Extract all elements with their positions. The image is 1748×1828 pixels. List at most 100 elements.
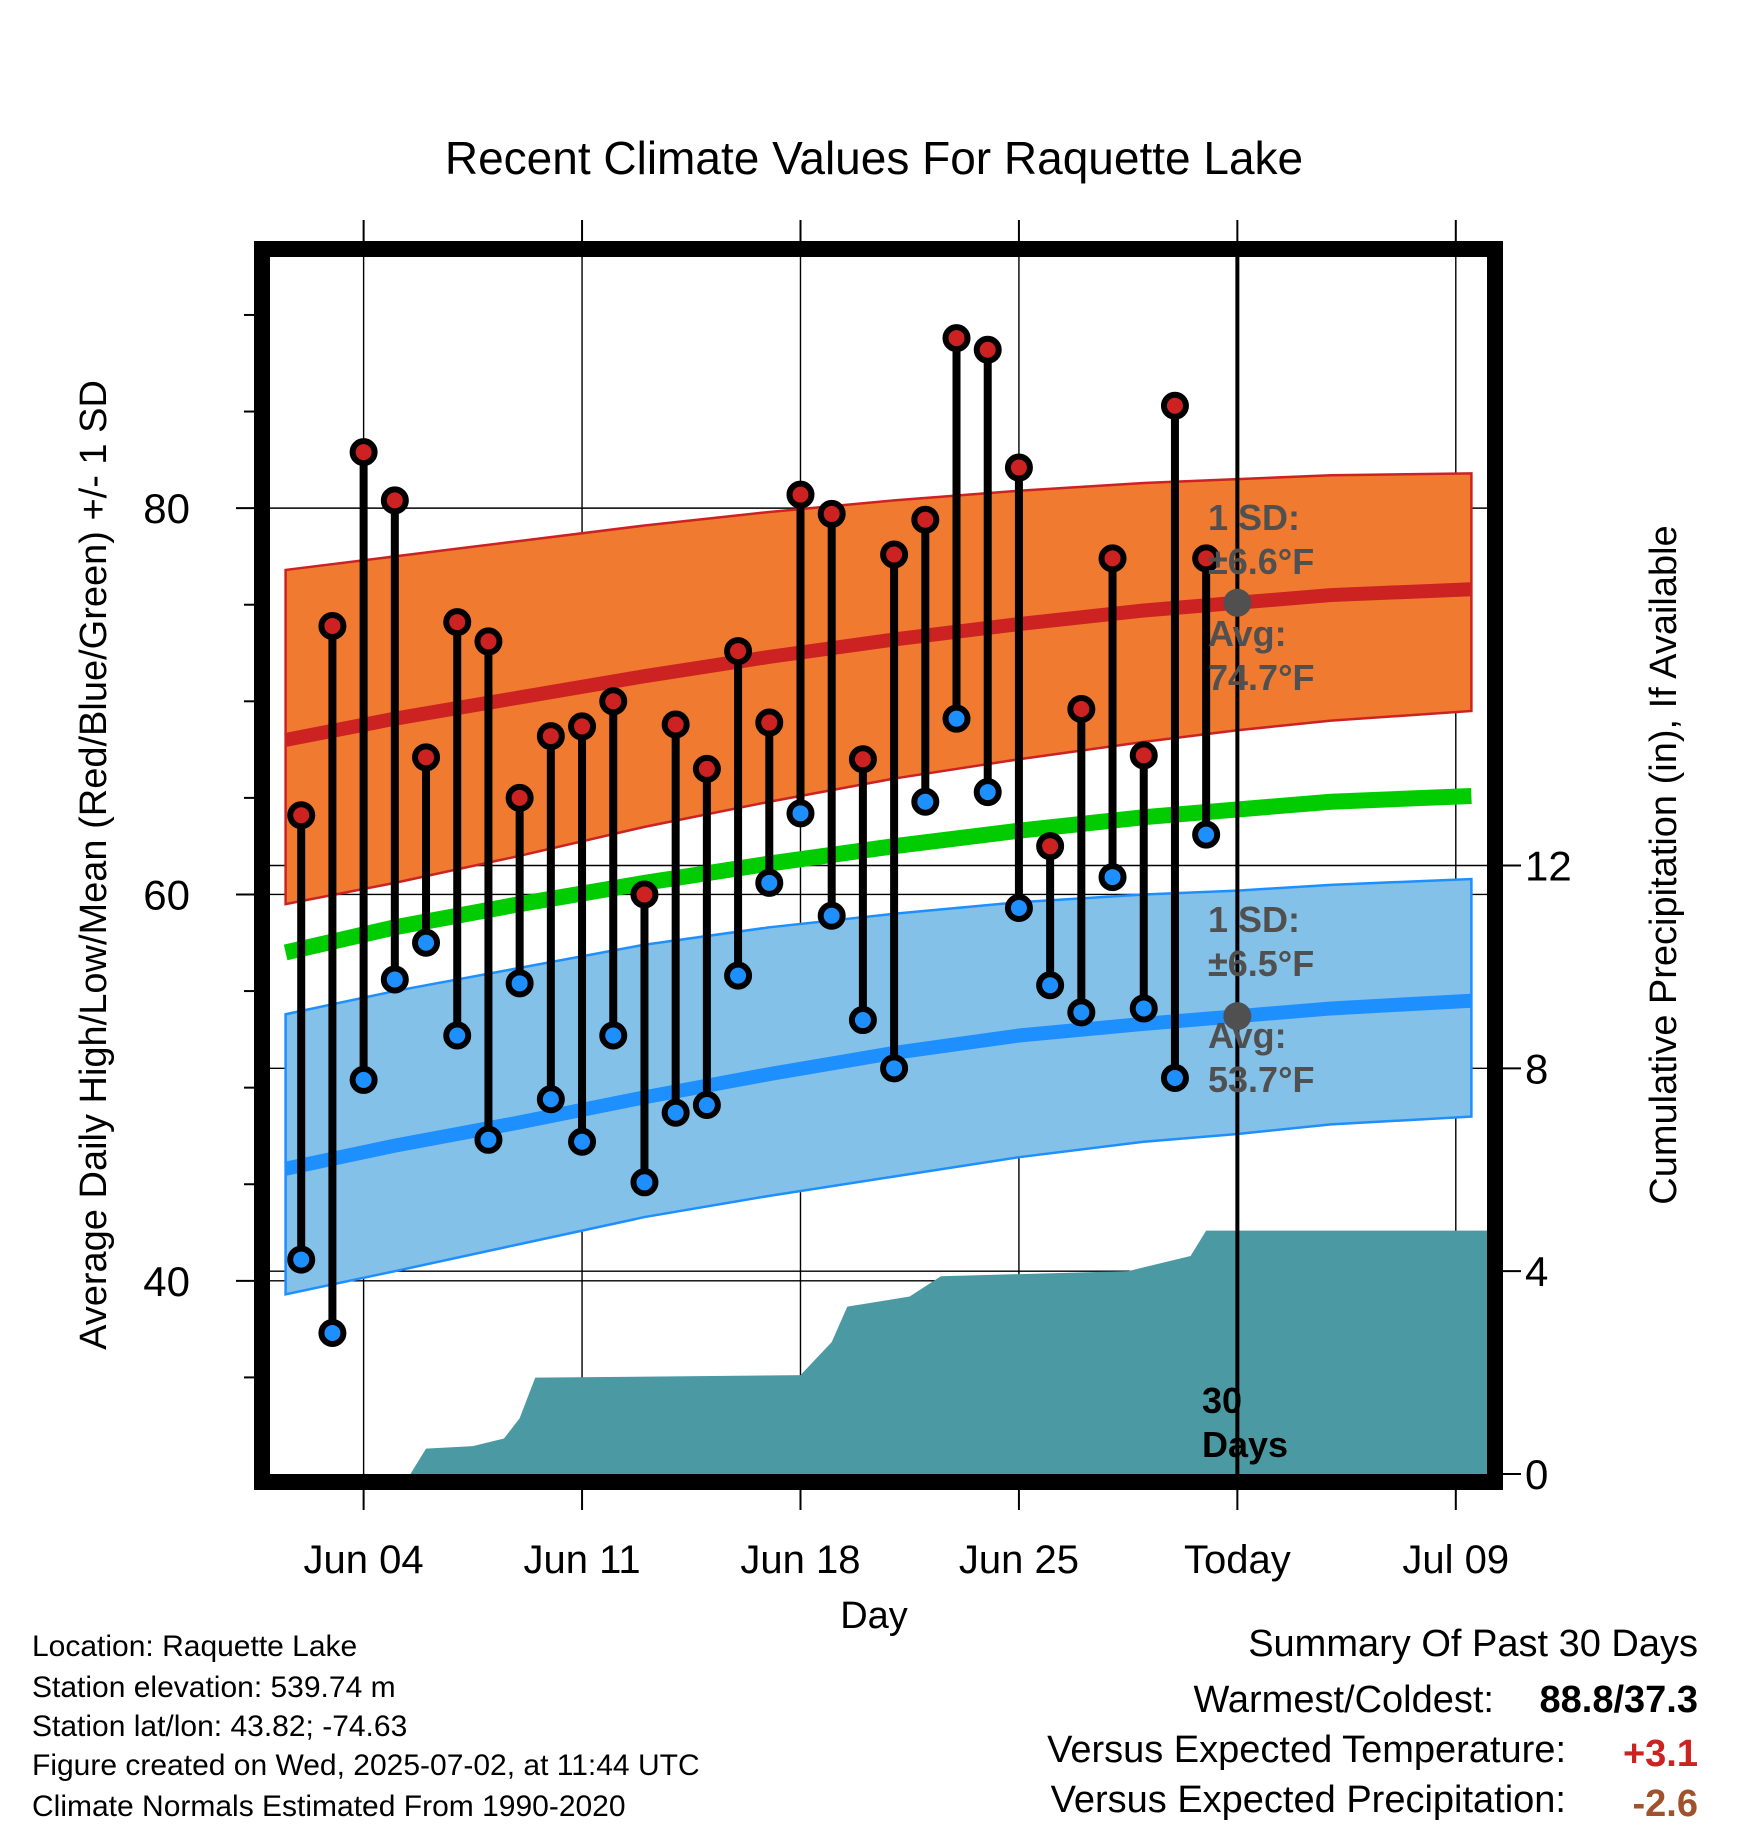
observed-low-point (630, 1168, 659, 1197)
observed-high-point (880, 540, 909, 569)
x-axis-label: Day (840, 1595, 908, 1637)
observed-high-point (599, 687, 628, 716)
y2-tick-label: 12 (1525, 843, 1572, 890)
x-tick-label: Jul 09 (1402, 1538, 1509, 1582)
observed-high-point (412, 743, 441, 772)
observed-high-point (911, 505, 940, 534)
observed-high-point (505, 783, 534, 812)
y2-tick-label: 4 (1525, 1248, 1548, 1295)
y-tick-label: 40 (143, 1258, 190, 1305)
x-tick-label: Jun 25 (959, 1538, 1079, 1582)
precipitation-area (285, 1230, 1488, 1474)
warm-cold-value: 88.8/37.3 (1540, 1679, 1698, 1721)
observed-high-point (474, 627, 503, 656)
low-avg-value: 53.7°F (1208, 1059, 1314, 1100)
observed-low-point (443, 1021, 472, 1050)
observed-high-point (1067, 695, 1096, 724)
plot-frame (254, 241, 1503, 1490)
today-markers (1223, 588, 1252, 1031)
observed-high-point (349, 438, 378, 467)
observed-high-point (287, 801, 316, 830)
observed-low-point (1036, 971, 1065, 1000)
y2-tick-label: 0 (1525, 1451, 1548, 1498)
observed-low-point (505, 969, 534, 998)
high-sd-label: 1 SD: (1208, 497, 1300, 538)
observed-low-point (692, 1091, 721, 1120)
observed-high-point (568, 712, 597, 741)
station-info: Location: Raquette Lake Station elevatio… (32, 1630, 700, 1823)
observed-high-point (942, 324, 971, 353)
observed-temperatures (287, 324, 1221, 1347)
observed-high-point (1192, 544, 1221, 573)
info-created: Figure created on Wed, 2025-07-02, at 11… (32, 1749, 700, 1782)
observed-low-point (349, 1065, 378, 1094)
y-axis-label: Average Daily High/Low/Mean (Red/Blue/Gr… (73, 380, 115, 1350)
y2-axis-label: Cumulative Precipitation (in), If Availa… (1643, 525, 1685, 1204)
observed-high-point (630, 880, 659, 909)
observed-high-point (755, 708, 784, 737)
observed-low-point (1098, 863, 1127, 892)
observed-low-point (380, 965, 409, 994)
observed-high-point (848, 745, 877, 774)
observed-low-point (474, 1125, 503, 1154)
observed-high-point (380, 486, 409, 515)
precip-value: -2.6 (1633, 1783, 1698, 1825)
observed-low-point (1129, 994, 1158, 1023)
info-elevation: Station elevation: 539.74 m (32, 1671, 396, 1704)
observed-low-point (318, 1318, 347, 1347)
observed-high-point (692, 754, 721, 783)
observed-low-point (661, 1098, 690, 1127)
observed-high-point (1036, 832, 1065, 861)
observed-high-point (973, 335, 1002, 364)
observed-low-point (1004, 893, 1033, 922)
observed-high-point (661, 710, 690, 739)
high-annotation: 1 SD: ±6.6°F Avg: 74.7°F (1208, 497, 1314, 698)
observed-high-point (1160, 391, 1189, 420)
observed-low-point (786, 799, 815, 828)
info-latlon: Station lat/lon: 43.82; -74.63 (32, 1710, 407, 1743)
low-sd-label: 1 SD: (1208, 899, 1300, 940)
precip-days-annotation: 30 Days (1202, 1380, 1288, 1465)
precip-label: Versus Expected Precipitation: (1051, 1779, 1566, 1821)
observed-high-point (318, 611, 347, 640)
y-tick-label: 60 (143, 871, 190, 918)
axes: 40 60 80 0 4 8 12 Jun 04 Jun 11 Jun 18 Jun 25 Today… (143, 220, 1572, 1582)
chart-title: Recent Climate Values For Raquette Lake (445, 132, 1303, 184)
observed-high-point (786, 480, 815, 509)
observed-low-point (1192, 820, 1221, 849)
observed-low-point (911, 787, 940, 816)
observed-high-point (536, 722, 565, 751)
observed-low-point (755, 868, 784, 897)
observed-low-point (724, 961, 753, 990)
info-normals: Climate Normals Estimated From 1990-2020 (32, 1790, 626, 1823)
precip-days-line1: 30 (1202, 1380, 1242, 1421)
high-sd-value: ±6.6°F (1208, 541, 1314, 582)
observed-high-point (1098, 544, 1127, 573)
temp-value: +3.1 (1623, 1733, 1698, 1775)
today-low-normal-marker (1223, 1002, 1252, 1031)
y2-tick-label: 8 (1525, 1045, 1548, 1092)
observed-high-point (724, 637, 753, 666)
normal-bands (283, 472, 1473, 1296)
high-avg-value: 74.7°F (1208, 657, 1314, 698)
y-tick-label: 80 (143, 485, 190, 532)
x-tick-label: Jun 11 (523, 1538, 640, 1582)
warm-cold-label: Warmest/Coldest: (1193, 1679, 1494, 1721)
observed-low-point (880, 1054, 909, 1083)
observed-low-point (817, 901, 846, 930)
high-avg-label: Avg: (1208, 613, 1287, 654)
temp-label: Versus Expected Temperature: (1047, 1729, 1566, 1771)
low-avg-label: Avg: (1208, 1015, 1287, 1056)
observed-low-point (536, 1085, 565, 1114)
summary-title: Summary Of Past 30 Days (1248, 1623, 1698, 1665)
observed-low-point (599, 1021, 628, 1050)
observed-high-point (1004, 453, 1033, 482)
observed-low-point (568, 1127, 597, 1156)
x-tick-label: Jun 18 (740, 1538, 860, 1582)
observed-high-point (443, 608, 472, 637)
observed-low-point (1067, 998, 1096, 1027)
observed-low-point (848, 1006, 877, 1035)
observed-low-point (973, 778, 1002, 807)
info-location: Location: Raquette Lake (32, 1630, 357, 1663)
